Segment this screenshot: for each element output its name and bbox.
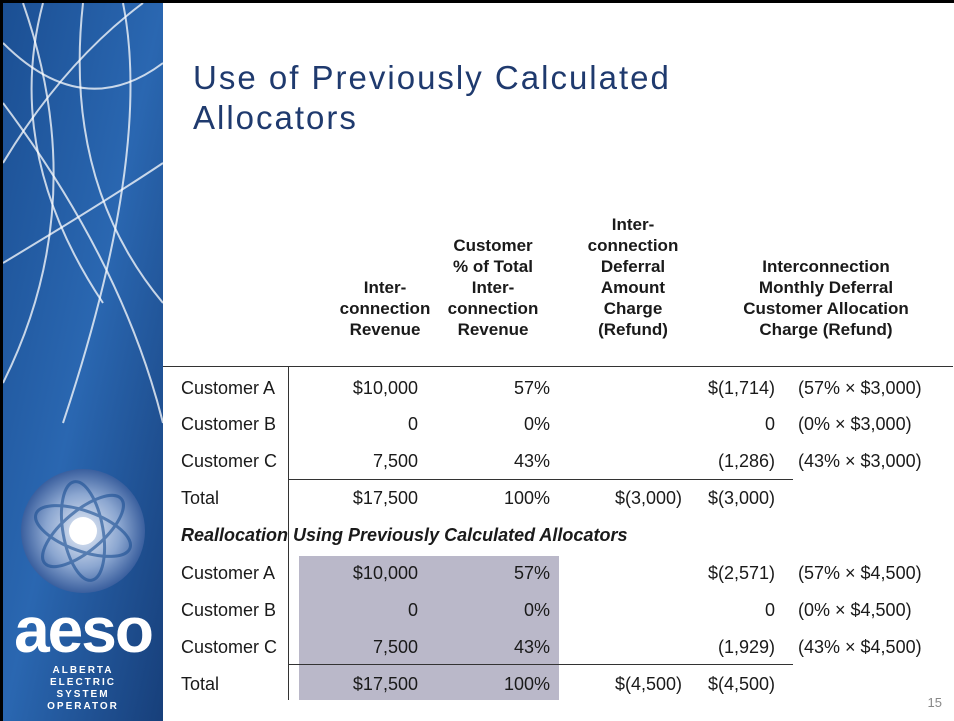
deferral-cell: $(3,000): [615, 487, 682, 509]
logo-tagline: ALBERTA ELECTRIC SYSTEM OPERATOR: [3, 665, 163, 713]
total-rule: [288, 664, 793, 665]
row-label: Customer B: [181, 599, 276, 621]
percent-cell: 57%: [514, 377, 550, 399]
formula: (43% × $3,000): [798, 450, 922, 472]
charge-cell: $(3,000): [708, 487, 775, 509]
logo-name: aeso: [3, 598, 163, 662]
revenue-cell: 0: [408, 599, 418, 621]
section-label: Reallocation Using Previously Calculated…: [181, 524, 627, 546]
revenue-cell: $17,500: [353, 487, 418, 509]
row-label: Customer B: [181, 413, 276, 435]
percent-cell: 0%: [524, 599, 550, 621]
total-rule: [288, 479, 793, 480]
charge-cell: 0: [765, 599, 775, 621]
revenue-cell: $17,500: [353, 673, 418, 695]
formula: (57% × $3,000): [798, 377, 922, 399]
percent-cell: 57%: [514, 562, 550, 584]
row-label: Total: [181, 487, 219, 509]
percent-cell: 100%: [504, 673, 550, 695]
column-header: Inter- connection Revenue: [330, 277, 440, 340]
column-header: Customer % of Total Inter- connection Re…: [438, 235, 548, 340]
revenue-cell: 7,500: [373, 636, 418, 658]
row-label: Customer C: [181, 450, 277, 472]
percent-cell: 0%: [524, 413, 550, 435]
percent-cell: 43%: [514, 636, 550, 658]
revenue-cell: 0: [408, 413, 418, 435]
column-header: Inter- connection Deferral Amount Charge…: [578, 214, 688, 340]
charge-cell: $(4,500): [708, 673, 775, 695]
row-label: Customer A: [181, 562, 275, 584]
charge-cell: $(2,571): [708, 562, 775, 584]
row-label: Total: [181, 673, 219, 695]
charge-cell: (1,286): [718, 450, 775, 472]
formula: (0% × $3,000): [798, 413, 912, 435]
revenue-cell: $10,000: [353, 562, 418, 584]
percent-cell: 43%: [514, 450, 550, 472]
slide: aeso ALBERTA ELECTRIC SYSTEM OPERATOR Us…: [0, 0, 954, 721]
header-rule: [163, 366, 953, 367]
formula: (57% × $4,500): [798, 562, 922, 584]
deferral-cell: $(4,500): [615, 673, 682, 695]
row-label: Customer A: [181, 377, 275, 399]
charge-cell: $(1,714): [708, 377, 775, 399]
slide-title: Use of Previously Calculated Allocators: [193, 58, 671, 138]
row-label: Customer C: [181, 636, 277, 658]
percent-cell: 100%: [504, 487, 550, 509]
revenue-cell: $10,000: [353, 377, 418, 399]
formula: (0% × $4,500): [798, 599, 912, 621]
charge-cell: (1,929): [718, 636, 775, 658]
revenue-cell: 7,500: [373, 450, 418, 472]
charge-cell: 0: [765, 413, 775, 435]
column-header: Interconnection Monthly Deferral Custome…: [716, 256, 936, 340]
page-number: 15: [928, 695, 942, 710]
formula: (43% × $4,500): [798, 636, 922, 658]
